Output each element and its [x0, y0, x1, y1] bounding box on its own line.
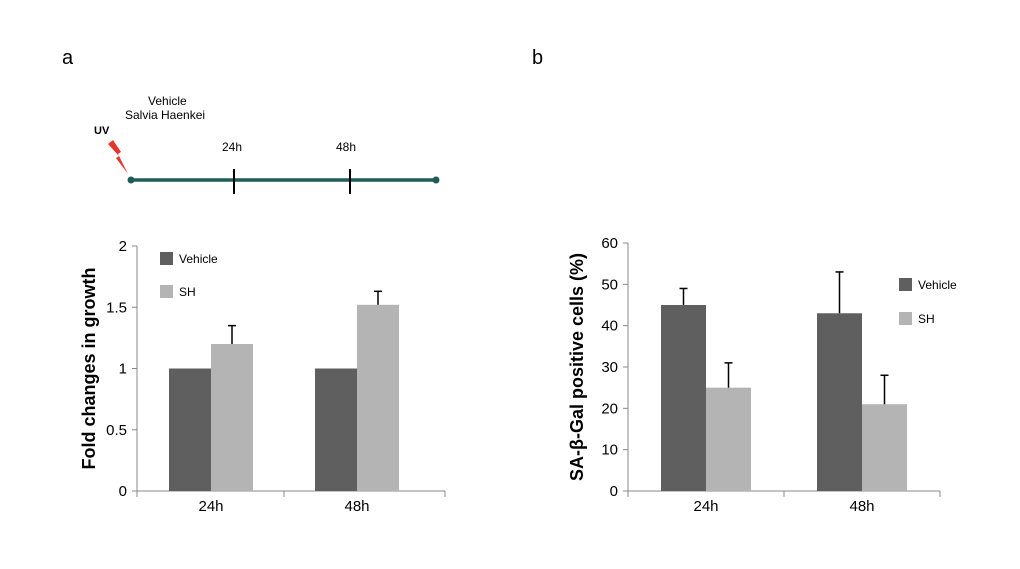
timeline: Vehicle Salvia Haenkei UV 24h 48h	[94, 94, 440, 194]
y-tick-label: 2	[119, 238, 127, 255]
x-tick-label: 24h	[693, 498, 718, 515]
bar-vehicle-48h	[315, 368, 357, 491]
bar-vehicle-48h	[817, 313, 862, 491]
bar-vehicle-24h	[169, 368, 211, 491]
legend-swatch-sh	[160, 285, 173, 298]
legend-swatch-vehicle	[160, 252, 173, 265]
y-tick-label: 1.5	[106, 299, 127, 316]
y-tick-label: 10	[601, 442, 618, 459]
bar-sh-24h	[706, 387, 751, 491]
chart-a: 0 0.5 1 1.5 2 24h 48h Vehicle SH Fold changes in …	[79, 238, 446, 515]
timeline-marker-48h: 48h	[336, 140, 356, 154]
panel-b-label: b	[532, 47, 543, 69]
y-tick-label: 50	[601, 276, 618, 293]
timeline-end-dot	[432, 176, 440, 184]
timeline-marker-24h: 24h	[222, 140, 242, 154]
y-tick-label: 0.5	[106, 422, 127, 439]
y-axis-title: SA-β-Gal positive cells (%)	[567, 253, 587, 481]
panel-a-label: a	[62, 47, 74, 69]
y-tick-label: 0	[119, 483, 127, 500]
legend-label-vehicle: Vehicle	[918, 278, 957, 292]
uv-label: UV	[94, 125, 110, 137]
y-axis-title: Fold changes in growth	[79, 268, 99, 470]
y-tick-label: 1	[119, 361, 127, 378]
lightning-bolt-icon	[108, 140, 128, 174]
x-tick-label: 48h	[344, 498, 369, 515]
y-tick-label: 0	[610, 483, 618, 500]
y-tick-label: 30	[601, 359, 618, 376]
x-tick-label: 24h	[198, 498, 223, 515]
y-tick-label: 20	[601, 400, 618, 417]
bar-sh-48h	[357, 304, 399, 491]
legend-label-sh: SH	[179, 285, 196, 299]
y-tick-label: 60	[601, 235, 618, 252]
treatment-label-line1: Vehicle	[148, 94, 187, 108]
y-tick-label: 40	[601, 318, 618, 335]
legend-label-sh: SH	[918, 312, 935, 326]
treatment-label-line2: Salvia Haenkei	[125, 108, 205, 122]
legend-label-vehicle: Vehicle	[179, 252, 218, 266]
bar-sh-48h	[862, 404, 907, 491]
legend-swatch-sh	[899, 312, 912, 325]
chart-b: 0 10 20 30 40 50 60 24h 48h Vehicle SH SA-β-Gal pos…	[567, 235, 957, 515]
legend-swatch-vehicle	[899, 278, 912, 291]
bar-sh-24h	[211, 344, 253, 491]
bar-vehicle-24h	[661, 305, 706, 491]
timeline-start-dot	[127, 176, 135, 184]
x-tick-label: 48h	[849, 498, 874, 515]
